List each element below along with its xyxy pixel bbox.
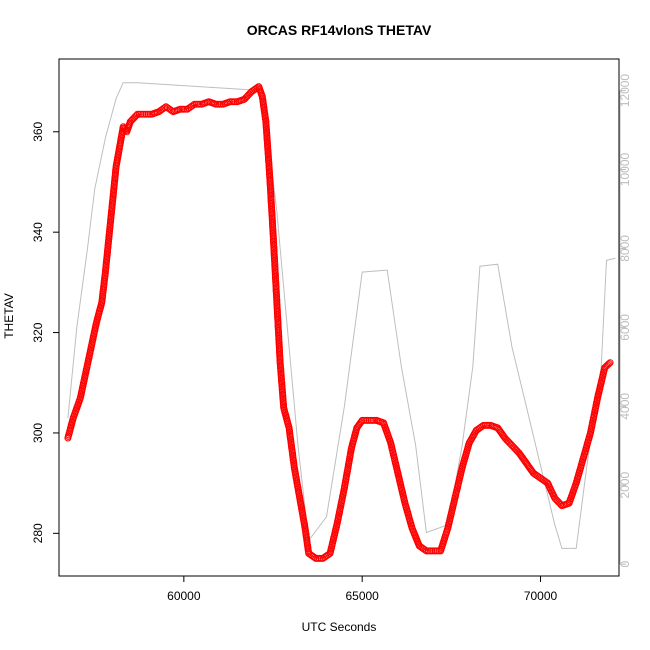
chart-title: ORCAS RF14vlonS THETAV [247, 22, 432, 38]
y2-tick-label: 8000 [618, 235, 632, 262]
y-axis-label: THETAV [2, 293, 16, 339]
x-tick-label: 65000 [345, 589, 379, 603]
y2-tick-label: 0 [618, 561, 632, 568]
right-axis-series [67, 82, 616, 549]
data-point [478, 422, 486, 430]
x-axis: 60000 65000 70000 [167, 576, 558, 603]
x-axis-label: UTC Seconds [302, 620, 377, 634]
x-tick-label: 60000 [167, 589, 201, 603]
y-tick-label: 300 [31, 423, 45, 443]
y-axis-left: 280 300 320 340 360 [31, 121, 59, 543]
x-tick-label: 70000 [524, 589, 558, 603]
y2-tick-label: 10000 [618, 152, 632, 186]
data-point [604, 361, 612, 369]
data-point [189, 101, 197, 109]
y-tick-label: 340 [31, 222, 45, 242]
y2-tick-label: 4000 [618, 393, 632, 420]
y-axis-right: 0 2000 4000 6000 8000 10000 12000 [618, 74, 632, 568]
y2-tick-label: 12000 [618, 74, 632, 108]
y2-tick-label: 6000 [618, 314, 632, 341]
y-tick-label: 360 [31, 121, 45, 141]
data-point [421, 546, 429, 554]
plot-frame [58, 58, 620, 577]
data-point [310, 553, 318, 561]
data-point [605, 360, 613, 368]
y-tick-label: 280 [31, 523, 45, 543]
data-point [606, 359, 614, 367]
right-axis-line [67, 82, 616, 549]
thetav-series [64, 83, 614, 562]
y-tick-label: 320 [31, 322, 45, 342]
y2-tick-label: 2000 [618, 472, 632, 499]
